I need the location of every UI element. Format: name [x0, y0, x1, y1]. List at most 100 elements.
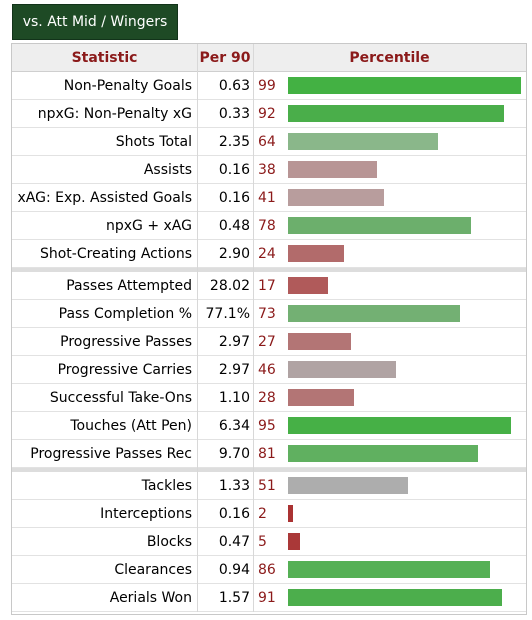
percentile-value: 17 — [258, 278, 276, 294]
stat-name: Passes Attempted — [66, 278, 192, 294]
per90-value: 0.33 — [218, 106, 250, 122]
table-row: Assists 0.16 38 — [12, 156, 526, 184]
percentile-value: 64 — [258, 134, 276, 150]
per90-value: 28.02 — [209, 278, 250, 294]
stat-name: xAG: Exp. Assisted Goals — [17, 190, 192, 206]
per90-value: 1.33 — [218, 478, 250, 494]
stat-name: Progressive Passes — [60, 334, 192, 350]
percentile-bar — [288, 361, 396, 378]
per90-value: 0.48 — [218, 218, 250, 234]
header-statistic: Statistic — [71, 50, 138, 66]
table-row: Aerials Won 1.57 91 — [12, 584, 526, 612]
percentile-value: 91 — [258, 590, 276, 606]
table-row: Blocks 0.47 5 — [12, 528, 526, 556]
percentile-value: 41 — [258, 190, 276, 206]
stat-name: Shot-Creating Actions — [39, 246, 192, 262]
table-row: Touches (Att Pen) 6.34 95 — [12, 412, 526, 440]
column-divider — [197, 44, 198, 612]
table-header: Statistic Per 90 Percentile — [12, 44, 526, 72]
stat-name: Non-Penalty Goals — [63, 78, 192, 94]
percentile-bar — [288, 277, 328, 294]
per90-value: 0.16 — [218, 190, 250, 206]
table-row: Passes Attempted 28.02 17 — [12, 272, 526, 300]
per90-value: 0.94 — [218, 562, 250, 578]
table-row: npxG + xAG 0.48 78 — [12, 212, 526, 240]
percentile-value: 5 — [258, 534, 267, 550]
percentile-bar — [288, 189, 384, 206]
percentile-value: 95 — [258, 418, 276, 434]
table-row: Shots Total 2.35 64 — [12, 128, 526, 156]
table-row: Progressive Passes Rec 9.70 81 — [12, 440, 526, 468]
percentile-bar — [288, 533, 300, 550]
percentile-bar — [288, 477, 408, 494]
table-row: Progressive Passes 2.97 27 — [12, 328, 526, 356]
percentile-bar — [288, 77, 521, 94]
stat-name: Clearances — [114, 562, 192, 578]
percentile-bar — [288, 217, 471, 234]
header-per90: Per 90 — [199, 50, 251, 66]
percentile-value: 92 — [258, 106, 276, 122]
percentile-bar — [288, 417, 511, 434]
table-row: Successful Take-Ons 1.10 28 — [12, 384, 526, 412]
per90-value: 0.63 — [218, 78, 250, 94]
per90-value: 1.57 — [218, 590, 250, 606]
column-divider — [253, 44, 254, 612]
stat-name: Interceptions — [100, 506, 192, 522]
percentile-bar — [288, 589, 502, 606]
percentile-value: 78 — [258, 218, 276, 234]
percentile-bar — [288, 305, 460, 322]
per90-value: 1.10 — [218, 390, 250, 406]
per90-value: 2.97 — [218, 362, 250, 378]
percentile-value: 81 — [258, 446, 276, 462]
stat-name: Tackles — [141, 478, 192, 494]
percentile-bar — [288, 245, 344, 262]
percentile-value: 51 — [258, 478, 276, 494]
percentile-bar — [288, 445, 478, 462]
percentile-value: 27 — [258, 334, 276, 350]
percentile-bar — [288, 105, 504, 122]
table-row: Clearances 0.94 86 — [12, 556, 526, 584]
percentile-bar — [288, 333, 351, 350]
per90-value: 6.34 — [218, 418, 250, 434]
percentile-value: 46 — [258, 362, 276, 378]
percentile-bar — [288, 133, 438, 150]
stat-name: Pass Completion % — [58, 306, 192, 322]
per90-value: 0.16 — [218, 162, 250, 178]
percentile-value: 28 — [258, 390, 276, 406]
stat-name: npxG: Non-Penalty xG — [37, 106, 192, 122]
stat-name: Aerials Won — [109, 590, 192, 606]
table-row: xAG: Exp. Assisted Goals 0.16 41 — [12, 184, 526, 212]
percentile-value: 38 — [258, 162, 276, 178]
comparison-tab[interactable]: vs. Att Mid / Wingers — [12, 4, 178, 40]
per90-value: 0.47 — [218, 534, 250, 550]
group-separator — [12, 468, 526, 472]
stat-name: Assists — [143, 162, 192, 178]
percentile-value: 24 — [258, 246, 276, 262]
table-row: Progressive Carries 2.97 46 — [12, 356, 526, 384]
percentile-value: 2 — [258, 506, 267, 522]
stat-name: npxG + xAG — [106, 218, 192, 234]
percentile-table: Statistic Per 90 Percentile Non-Penalty … — [11, 43, 527, 615]
group-separator — [12, 268, 526, 272]
table-row: npxG: Non-Penalty xG 0.33 92 — [12, 100, 526, 128]
table-row: Tackles 1.33 51 — [12, 472, 526, 500]
per90-value: 9.70 — [218, 446, 250, 462]
per90-value: 2.90 — [218, 246, 250, 262]
percentile-bar — [288, 161, 377, 178]
stat-name: Blocks — [146, 534, 192, 550]
per90-value: 77.1% — [205, 306, 250, 322]
stat-name: Progressive Passes Rec — [30, 446, 192, 462]
header-percentile: Percentile — [349, 50, 430, 66]
percentile-bar — [288, 561, 490, 578]
per90-value: 2.97 — [218, 334, 250, 350]
percentile-value: 73 — [258, 306, 276, 322]
table-row: Interceptions 0.16 2 — [12, 500, 526, 528]
table-row: Shot-Creating Actions 2.90 24 — [12, 240, 526, 268]
percentile-bar — [288, 389, 354, 406]
stat-name: Touches (Att Pen) — [70, 418, 192, 434]
per90-value: 2.35 — [218, 134, 250, 150]
percentile-value: 86 — [258, 562, 276, 578]
stat-name: Shots Total — [115, 134, 192, 150]
percentile-bar — [288, 505, 293, 522]
per90-value: 0.16 — [218, 506, 250, 522]
